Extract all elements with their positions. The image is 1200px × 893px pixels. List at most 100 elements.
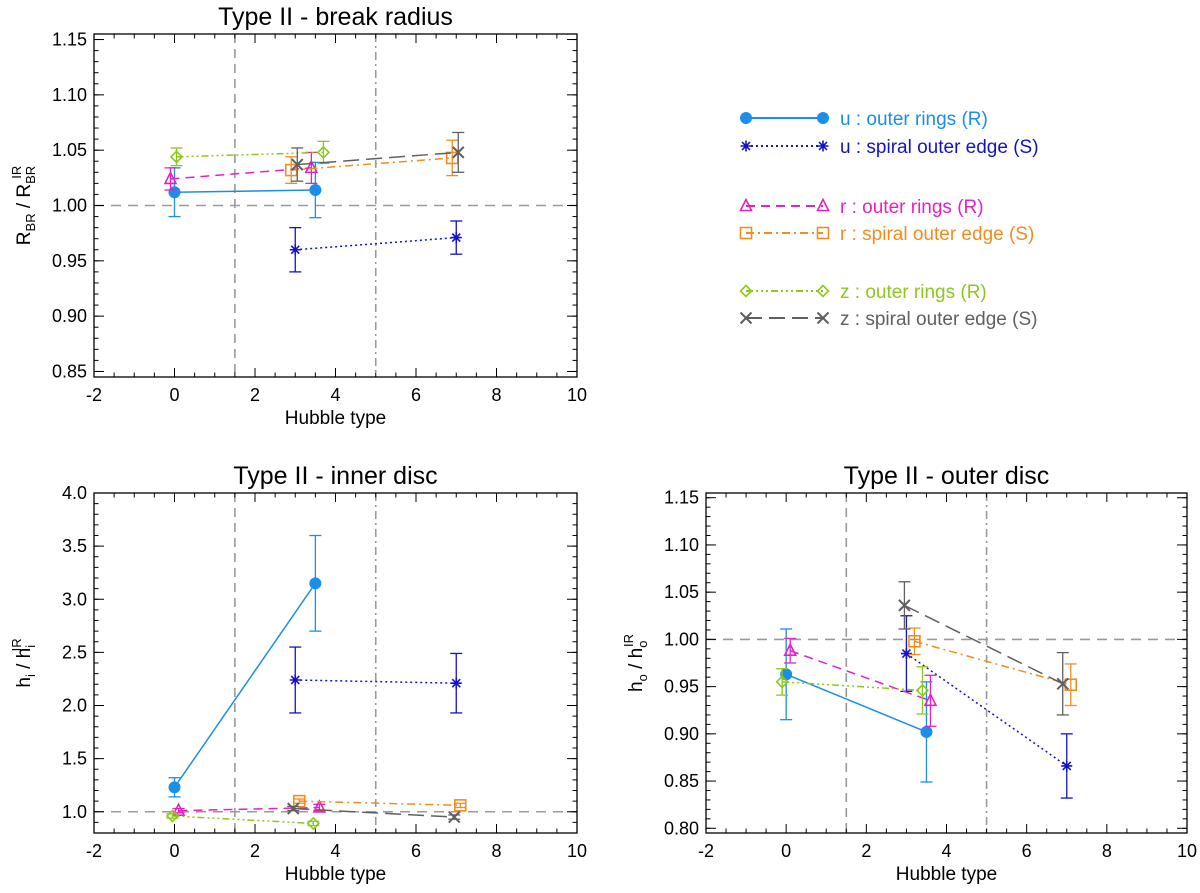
series-u_R <box>168 534 322 798</box>
legend-label: r : outer rings (R) <box>840 197 984 218</box>
data-point-z_S <box>287 802 300 815</box>
chart-title: Type II - outer disc <box>844 462 1050 490</box>
series-z_R <box>775 666 930 715</box>
series-r_S <box>908 627 1078 707</box>
y-label-sub: i <box>23 674 38 677</box>
y-tick-label: 0.85 <box>52 361 87 381</box>
chart-title: Type II - break radius <box>218 3 453 31</box>
data-point-u_S <box>1061 760 1073 772</box>
series-u_S <box>289 220 463 273</box>
panel-inner-disc: -2 0 2 4 6 8 10 1.0 1.5 2.0 2.5 3.0 3.5 4.0 Type II - … <box>9 462 587 885</box>
series-z_R <box>165 809 320 831</box>
y-axis-label: RBR / RBRIR <box>9 166 38 245</box>
legend-marker <box>740 140 752 152</box>
panel-outer-disc: -2 0 2 4 6 8 10 0.80 0.85 0.90 0.95 1.00 1.05 1.10 1.1… <box>621 462 1197 885</box>
series-line-z_R <box>172 815 314 825</box>
y-tick-label: 1.05 <box>52 140 87 160</box>
legend-label: r : spiral outer edge (S) <box>840 224 1034 245</box>
series-line-z_S <box>293 807 455 818</box>
data-point-u_S <box>289 244 301 256</box>
data-point-r_S <box>908 634 921 648</box>
data-point-r_S <box>1064 678 1078 692</box>
legend-entry-u_S: u : spiral outer edge (S) <box>740 137 1039 158</box>
data-point-r_S <box>453 799 467 812</box>
data-point-z_S <box>448 810 461 824</box>
y-label-part: / R <box>14 184 35 214</box>
y-label-sub: BR <box>23 166 38 184</box>
y-tick-label: 1.00 <box>52 196 87 216</box>
data-point-u_S <box>450 677 462 689</box>
legend-marker <box>739 311 753 325</box>
data-point-r_R <box>163 170 178 185</box>
data-point-z_R <box>775 675 789 689</box>
series-line-u_R <box>174 189 316 193</box>
data-point-u_R <box>309 184 322 197</box>
data-point-z_S <box>1056 677 1069 690</box>
x-tick-label: -2 <box>86 841 102 861</box>
x-tick-label: 8 <box>491 385 501 405</box>
legend-entry-z_R: z : outer rings (R) <box>739 282 987 303</box>
series-line-u_S <box>295 679 457 684</box>
y-tick-label: 1.0 <box>62 802 87 822</box>
y-tick-label: 0.95 <box>52 251 87 271</box>
legend-label: z : outer rings (R) <box>840 282 987 303</box>
x-tick-label: -2 <box>698 841 714 861</box>
y-label-part: R <box>14 231 35 245</box>
series-line-r_S <box>914 640 1071 686</box>
x-axis-label: Hubble type <box>285 864 386 885</box>
legend-entry-r_S: r : spiral outer edge (S) <box>739 224 1034 245</box>
data-point-z_R <box>915 683 930 698</box>
data-point-u_R <box>168 781 181 794</box>
y-tick-label: 2.5 <box>62 642 87 662</box>
series-line-u_R <box>173 582 316 788</box>
data-point-r_R <box>312 799 327 813</box>
y-label-sup: IR <box>9 166 24 179</box>
x-tick-label: 6 <box>411 385 421 405</box>
series-line-r_R <box>178 806 320 812</box>
x-tick-label: 6 <box>411 841 421 861</box>
x-tick-label: 6 <box>1022 841 1032 861</box>
y-label-sup: IR <box>621 634 636 647</box>
y-tick-label: 3.0 <box>62 589 87 609</box>
series-r_R <box>163 151 319 191</box>
legend: u : outer rings (R) u : spiral outer edge… <box>739 109 1039 330</box>
series-z_S <box>898 581 1069 716</box>
y-tick-label: 1.10 <box>664 535 699 555</box>
y-label-part: h <box>14 677 35 688</box>
panel-break-radius: -2 0 2 4 6 8 10 0.85 0.90 0.95 1.00 1.05 1.10 1.15 Typ… <box>9 3 587 429</box>
x-axis-label: Hubble type <box>285 408 386 429</box>
data-point-r_R <box>783 642 797 657</box>
data-point-z_R <box>165 809 180 823</box>
legend-marker <box>817 140 829 152</box>
y-label-part: / h <box>626 648 647 674</box>
series-line-z_S <box>904 604 1064 685</box>
x-tick-label: 10 <box>1177 841 1197 861</box>
axes-frame <box>93 492 578 834</box>
x-tick-label: 0 <box>781 841 791 861</box>
y-tick-label: 3.5 <box>62 536 87 556</box>
data-point-u_S <box>289 674 301 686</box>
data-point-z_S <box>452 146 465 159</box>
legend-marker <box>816 311 830 325</box>
data-point-r_S <box>292 794 306 808</box>
y-tick-label: 2.0 <box>62 696 87 716</box>
y-tick-label: 0.90 <box>664 724 699 744</box>
series-line-r_R <box>170 167 312 180</box>
data-point-r_R <box>304 159 319 174</box>
y-tick-label: 4.0 <box>62 483 87 503</box>
data-point-z_R <box>169 150 184 164</box>
x-tick-label: 10 <box>567 385 587 405</box>
axes-frame <box>705 492 1188 834</box>
y-tick-label: 0.95 <box>664 677 699 697</box>
data-point-u_R <box>920 725 933 738</box>
legend-label: u : outer rings (R) <box>840 109 988 130</box>
legend-marker <box>739 284 753 298</box>
y-label-sub: o <box>635 641 650 648</box>
y-tick-label: 1.5 <box>62 749 87 769</box>
data-point-z_S <box>898 599 911 612</box>
legend-entry-r_R: r : outer rings (R) <box>739 197 984 218</box>
data-point-r_R <box>923 692 938 707</box>
x-tick-label: 10 <box>567 841 587 861</box>
series-z_S <box>291 131 465 182</box>
